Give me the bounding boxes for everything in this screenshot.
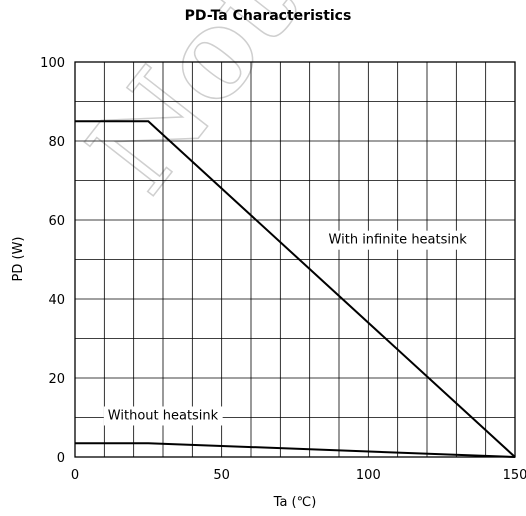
x-tick-label: 150 — [503, 468, 526, 483]
grid — [75, 62, 515, 457]
y-tick-label: 20 — [48, 372, 65, 387]
y-tick-label: 60 — [48, 214, 65, 229]
y-axis-label: PD (W) — [11, 237, 26, 282]
annotations: With infinite heatsink Without heatsink — [103, 230, 472, 426]
series-line — [75, 120, 516, 458]
x-tick-label: 50 — [213, 468, 230, 483]
x-axis-label: Ta (℃) — [273, 495, 317, 510]
annotation-background — [103, 406, 223, 426]
annotation-label: Without heatsink — [108, 408, 219, 423]
x-tick-labels: 0 50 100 150 — [71, 468, 526, 483]
plot-frame — [74, 61, 516, 458]
annotation: Without heatsink — [103, 406, 223, 426]
chart-title: PD-Ta Characteristics — [185, 8, 352, 24]
series-line — [75, 442, 516, 458]
watermark: Not Rec — [62, 0, 503, 218]
y-tick-label: 100 — [40, 56, 65, 71]
annotation: With infinite heatsink — [324, 230, 472, 250]
y-tick-labels: 0 20 40 60 80 100 — [40, 56, 65, 466]
x-tick-label: 100 — [356, 468, 381, 483]
annotation-background — [324, 230, 472, 250]
y-tick-label: 40 — [48, 293, 65, 308]
y-tick-label: 80 — [48, 135, 65, 150]
x-tick-label: 0 — [71, 468, 79, 483]
y-tick-label: 0 — [57, 451, 65, 466]
series — [75, 120, 516, 458]
annotation-label: With infinite heatsink — [329, 233, 468, 248]
